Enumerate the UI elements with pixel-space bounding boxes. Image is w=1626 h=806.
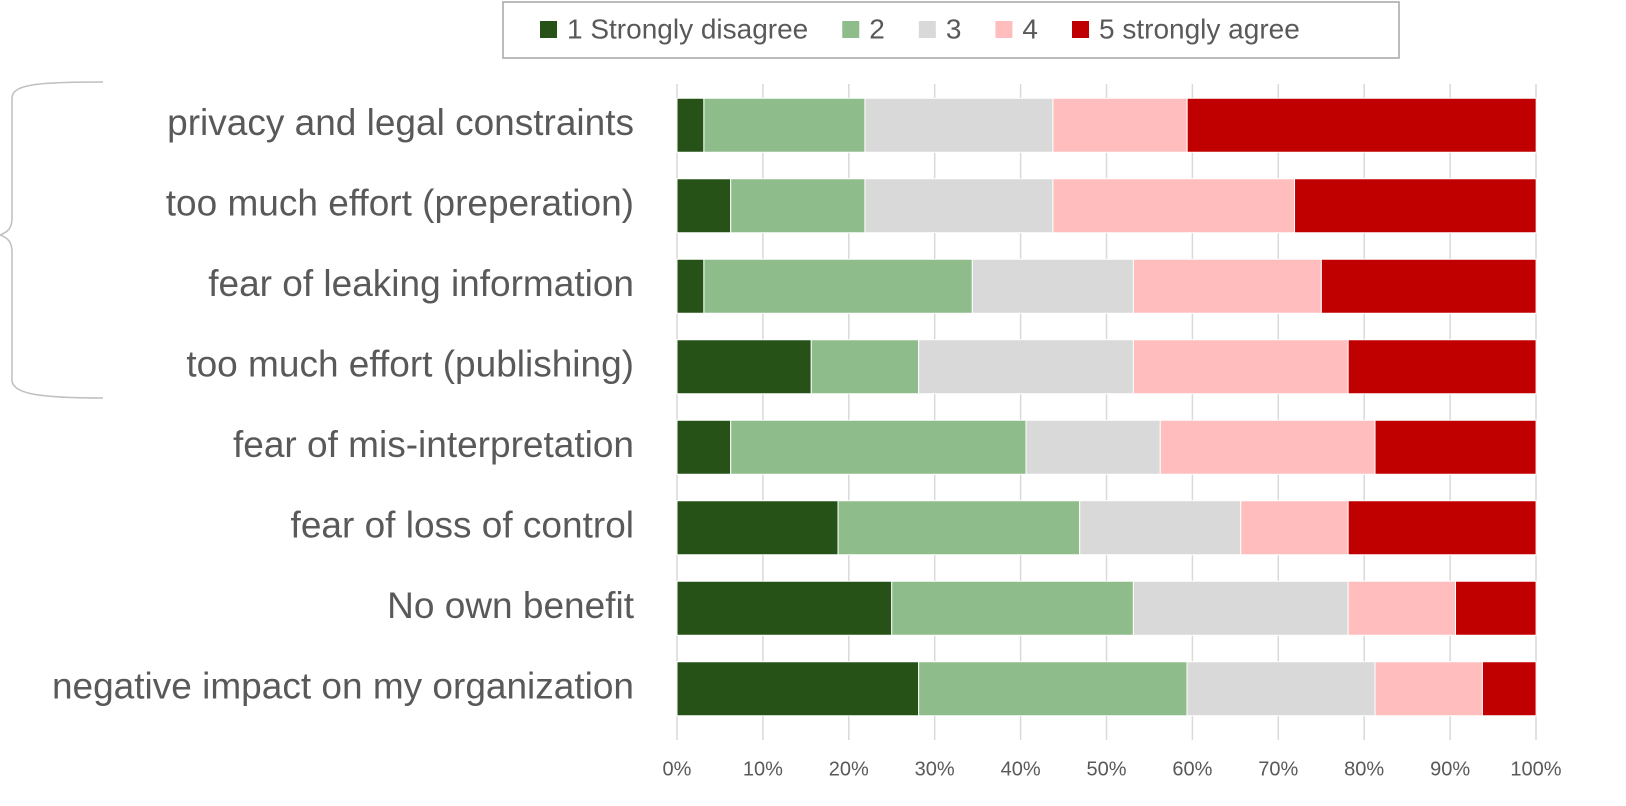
bar-segment [1240,500,1349,556]
bar-segment [1025,419,1161,475]
bar-segment [918,339,1134,395]
bar-segment [837,500,1081,556]
bar-segment [676,178,732,234]
legend-label: 1 Strongly disagree [567,13,808,44]
bar-segment [703,97,866,153]
category-label: No own benefit [387,585,635,626]
x-tick-label: 100% [1510,758,1561,780]
legend-label: 3 [946,13,962,44]
legend-box [502,1,1400,59]
bar-segment [730,178,866,234]
legend-swatch [1072,21,1089,38]
bar-segment [676,419,732,475]
category-label: fear of leaking information [208,263,634,304]
x-tick-label: 80% [1344,758,1384,780]
legend-swatch [842,21,860,38]
bar-segment [1374,419,1537,475]
legend-swatch [540,21,557,38]
bar-segment [1186,97,1537,153]
bar-segment [1079,500,1242,556]
bar-segment [730,419,1027,475]
category-label: privacy and legal constraints [167,102,634,143]
bar-segment [676,580,893,636]
bar-segment [864,97,1054,153]
x-tick-label: 70% [1258,758,1298,780]
legend-label: 5 strongly agree [1099,13,1300,44]
bar-segment [971,258,1134,314]
x-tick-label: 20% [829,758,869,780]
category-label: too much effort (preperation) [166,183,634,224]
bar-segment [1347,500,1537,556]
legend-swatch [918,21,936,38]
x-tick-label: 50% [1086,758,1126,780]
x-tick-label: 60% [1172,758,1212,780]
bar-segment [1186,661,1376,717]
bar-segment [1052,178,1296,234]
bar-segment [1132,339,1349,395]
brace [0,81,104,399]
bar-segment [918,661,1188,717]
bar-segment [864,178,1054,234]
bar-segment [1455,580,1537,636]
bar-segment [676,661,920,717]
bar-segment [1159,419,1376,475]
category-label: negative impact on my organization [52,666,634,707]
bar-segment [1347,339,1537,395]
category-label: too much effort (publishing) [186,344,634,385]
bar-segment [703,258,973,314]
x-tick-label: 30% [915,758,955,780]
x-tick-label: 10% [743,758,783,780]
category-label: fear of loss of control [291,505,634,546]
bar-segment [1052,97,1188,153]
bar-segment [676,339,812,395]
category-label: fear of mis-interpretation [233,424,634,465]
legend-swatch [995,21,1013,38]
bar-segment [676,258,705,314]
bar-segment [810,339,920,395]
bar-segment [891,580,1134,636]
x-tick-label: 40% [1001,758,1041,780]
bar-segment [1132,580,1349,636]
bar-segment [1347,580,1457,636]
legend-label: 4 [1022,13,1038,44]
bar-segment [1320,258,1537,314]
bar-segment [676,97,705,153]
bar-segment [1294,178,1537,234]
bar-segment [1481,661,1537,717]
bar-segment [1132,258,1322,314]
x-tick-label: 90% [1430,758,1470,780]
bar-segment [1374,661,1483,717]
x-tick-label: 0% [663,758,692,780]
bar-segment [676,500,839,556]
legend-label: 2 [869,13,885,44]
